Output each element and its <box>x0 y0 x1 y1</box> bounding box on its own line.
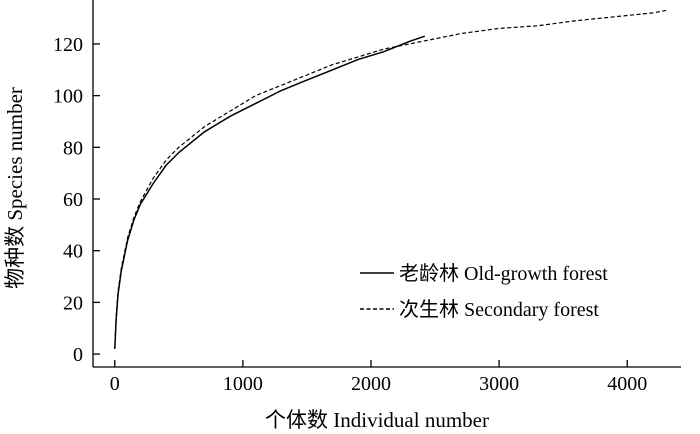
y-tick-label: 60 <box>63 189 83 211</box>
axes: 0 1000 2000 3000 4000 0 20 40 60 80 100 120 <box>53 0 681 395</box>
y-tick-label: 40 <box>63 241 83 263</box>
x-tick-label: 1000 <box>223 373 263 395</box>
y-tick-label: 0 <box>73 344 83 366</box>
legend-label: 老龄林 Old-growth forest <box>399 262 608 285</box>
y-tick-label: 80 <box>63 137 83 159</box>
y-ticks: 0 20 40 60 80 100 120 <box>53 34 100 366</box>
series-layer <box>114 9 668 349</box>
x-tick-label: 4000 <box>607 373 647 395</box>
legend-label: 次生林 Secondary forest <box>399 298 599 321</box>
x-axis-label: 个体数 Individual number <box>265 408 489 432</box>
y-axis-label: 物种数 Species number <box>3 87 27 289</box>
series-line-old-growth <box>114 35 426 349</box>
x-tick-label: 3000 <box>479 373 519 395</box>
series-line-secondary <box>114 9 668 349</box>
legend: 老龄林 Old-growth forest 次生林 Secondary fores… <box>360 262 608 321</box>
x-tick-label: 2000 <box>351 373 391 395</box>
y-tick-label: 20 <box>63 292 83 314</box>
y-tick-label: 120 <box>53 34 83 56</box>
x-ticks: 0 1000 2000 3000 4000 <box>110 360 647 395</box>
y-tick-label: 100 <box>53 86 83 108</box>
x-tick-label: 0 <box>110 373 120 395</box>
